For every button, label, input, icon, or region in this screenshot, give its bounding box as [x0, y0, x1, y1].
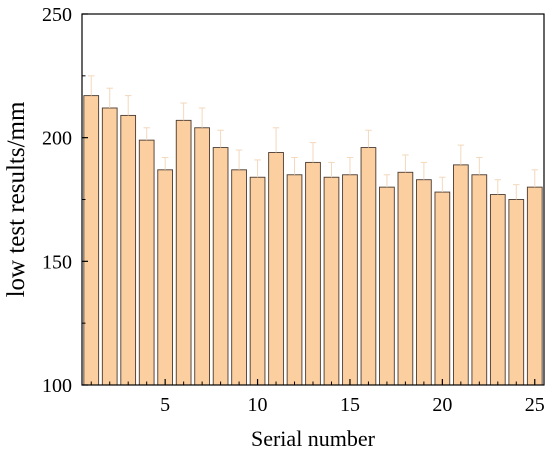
- bar-17: [379, 186, 395, 386]
- bar-1: [83, 95, 100, 386]
- bar-3: [120, 114, 137, 386]
- bar-16: [360, 147, 377, 386]
- bar-20: [434, 191, 451, 386]
- bar-7: [194, 127, 210, 386]
- y-axis-label: low test results/mm: [3, 101, 30, 297]
- y-tick-label-200: 200: [42, 128, 72, 150]
- bar-6: [175, 119, 192, 386]
- x-tick-label-10: 10: [248, 394, 268, 416]
- bar-22: [471, 174, 488, 386]
- bar-2: [101, 107, 118, 386]
- error-bars-layer: [87, 75, 539, 200]
- y-tick-label-250: 250: [42, 4, 72, 26]
- bar-8: [212, 147, 229, 386]
- bar-12: [286, 174, 303, 386]
- bar-21: [453, 164, 469, 386]
- bar-9: [231, 169, 247, 386]
- x-tick-label-15: 15: [340, 394, 360, 416]
- x-tick-label-25: 25: [525, 394, 545, 416]
- bar-11: [268, 152, 284, 386]
- bar-14: [323, 176, 340, 386]
- bar-25: [526, 186, 543, 386]
- bar-10: [249, 176, 266, 386]
- x-tick-label-20: 20: [432, 394, 452, 416]
- bar-19: [416, 179, 432, 386]
- bar-5: [157, 169, 174, 386]
- bar-18: [397, 171, 414, 386]
- bar-15: [342, 174, 358, 386]
- bar-24: [508, 199, 525, 386]
- ticks-layer: 100 150 200 250 5 10 15 20 25: [42, 4, 545, 416]
- bar-23: [489, 194, 506, 386]
- y-tick-label-150: 150: [42, 251, 72, 273]
- x-axis-label: Serial number: [251, 426, 376, 451]
- bar-4: [138, 139, 155, 386]
- x-tick-label-5: 5: [160, 394, 170, 416]
- bars-layer: [83, 95, 543, 386]
- bar-13: [305, 161, 321, 386]
- y-tick-label-100: 100: [42, 375, 72, 397]
